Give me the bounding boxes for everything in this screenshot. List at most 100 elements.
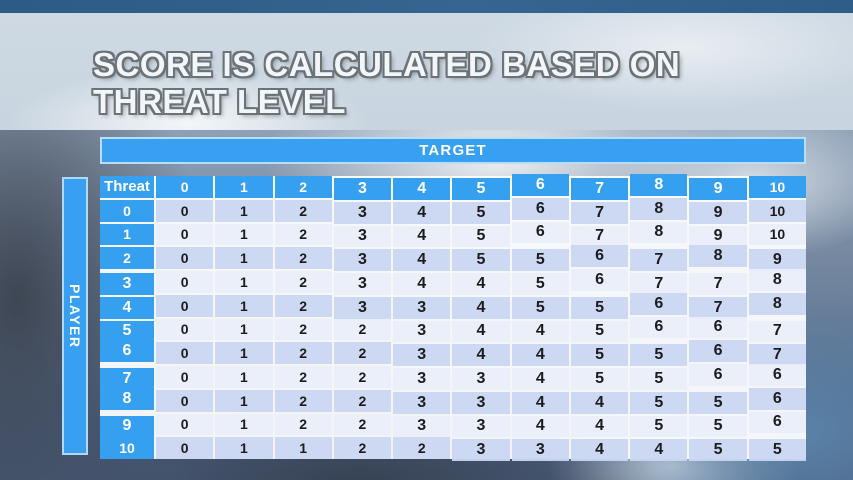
score-cell: 1 bbox=[215, 271, 273, 293]
score-cell: 9 bbox=[748, 249, 806, 271]
score-cell: 5 bbox=[452, 201, 510, 224]
score-cell: 4 bbox=[393, 201, 451, 224]
score-cell: 1 bbox=[215, 318, 273, 341]
score-cell: 3 bbox=[333, 296, 392, 319]
score-cell: 6 bbox=[511, 197, 569, 220]
score-cell: 2 bbox=[274, 318, 332, 341]
row-header: 0 bbox=[100, 199, 154, 222]
slide-title-line2: THREAT LEVEL bbox=[93, 83, 346, 120]
score-cell: 7 bbox=[689, 273, 747, 295]
row-header: 1 bbox=[100, 223, 154, 246]
score-cell: 4 bbox=[393, 273, 451, 295]
score-cell: 5 bbox=[630, 415, 688, 438]
score-cell: 2 bbox=[274, 389, 332, 412]
score-cell: 4 bbox=[630, 439, 688, 461]
score-cell: 0 bbox=[156, 437, 214, 459]
row-header: 6 bbox=[100, 340, 154, 362]
score-cell: 2 bbox=[333, 342, 392, 364]
score-cell: 2 bbox=[274, 366, 332, 388]
col-header: 3 bbox=[333, 178, 392, 200]
score-cell: 0 bbox=[156, 223, 214, 246]
score-cell: 3 bbox=[393, 344, 451, 366]
score-cell: 7 bbox=[748, 344, 806, 366]
score-cell: 5 bbox=[570, 344, 629, 366]
score-cell: 1 bbox=[215, 199, 273, 222]
score-cell: 3 bbox=[393, 368, 451, 390]
score-cell: 1 bbox=[215, 389, 273, 412]
score-cell: 7 bbox=[630, 273, 688, 295]
col-header: 1 bbox=[215, 176, 273, 198]
top-sky-strip bbox=[0, 0, 853, 13]
score-cell: 2 bbox=[274, 271, 332, 293]
score-cell: 0 bbox=[156, 342, 214, 364]
score-cell: 2 bbox=[274, 223, 332, 246]
col-header: 4 bbox=[393, 178, 451, 200]
score-cell: 8 bbox=[630, 221, 688, 244]
score-cell: 6 bbox=[689, 316, 747, 339]
row-header: 3 bbox=[100, 273, 154, 295]
score-cell: 1 bbox=[215, 223, 273, 246]
score-cell: 2 bbox=[333, 389, 392, 412]
score-cell: 0 bbox=[156, 247, 214, 269]
slide-title: SCORE IS CALCULATED BASED ON THREAT LEVE… bbox=[93, 46, 793, 120]
row-header: 7 bbox=[100, 368, 154, 390]
score-cell: 2 bbox=[274, 199, 332, 222]
corner-header: Threat bbox=[100, 176, 154, 198]
score-cell: 3 bbox=[452, 439, 510, 461]
score-cell: 8 bbox=[748, 269, 806, 291]
score-cell: 4 bbox=[452, 344, 510, 366]
score-cell: 0 bbox=[156, 389, 214, 412]
score-cell: 5 bbox=[630, 368, 688, 390]
slide-title-line1: SCORE IS CALCULATED BASED ON bbox=[93, 46, 681, 83]
score-cell: 6 bbox=[689, 364, 747, 386]
score-cell: 3 bbox=[393, 415, 451, 438]
score-cell: 7 bbox=[630, 249, 688, 271]
score-cell: 5 bbox=[511, 249, 569, 271]
score-cell: 2 bbox=[333, 413, 392, 436]
score-cell: 7 bbox=[748, 320, 806, 343]
score-cell: 0 bbox=[156, 199, 214, 222]
score-cell: 0 bbox=[156, 413, 214, 436]
score-cell: 1 bbox=[215, 342, 273, 364]
score-cell: 4 bbox=[511, 320, 569, 343]
score-cell: 3 bbox=[393, 320, 451, 343]
score-cell: 10 bbox=[748, 223, 806, 246]
score-cell: 8 bbox=[748, 292, 806, 315]
score-cell: 7 bbox=[689, 296, 747, 319]
score-cell: 0 bbox=[156, 294, 214, 317]
score-cell: 4 bbox=[452, 296, 510, 319]
score-cell: 0 bbox=[156, 366, 214, 388]
score-cell: 6 bbox=[748, 387, 806, 410]
score-cell: 3 bbox=[333, 273, 392, 295]
target-axis-label: TARGET bbox=[419, 142, 487, 159]
score-cell: 5 bbox=[570, 320, 629, 343]
score-cell: 4 bbox=[511, 415, 569, 438]
score-cell: 6 bbox=[511, 221, 569, 244]
col-header: 7 bbox=[570, 178, 629, 200]
row-header: 5 bbox=[100, 320, 154, 343]
score-cell: 4 bbox=[570, 415, 629, 438]
score-cell: 5 bbox=[511, 296, 569, 319]
score-cell: 10 bbox=[748, 199, 806, 222]
score-cell: 7 bbox=[570, 201, 629, 224]
score-cell: 1 bbox=[215, 294, 273, 317]
score-cell: 2 bbox=[393, 437, 451, 459]
score-cell: 6 bbox=[570, 269, 629, 291]
row-header: 2 bbox=[100, 247, 154, 269]
row-header: 9 bbox=[100, 415, 154, 438]
score-cell: 5 bbox=[570, 296, 629, 319]
score-cell: 3 bbox=[452, 368, 510, 390]
score-table: Threat 0 1 2 3 4 5 6 7 8 9 10 0 0 1 2 3 4 5 6 7 8 9 10 1 0 1 2 3 4 5 6 7… bbox=[100, 174, 806, 461]
score-cell: 2 bbox=[274, 342, 332, 364]
score-cell: 4 bbox=[570, 439, 629, 461]
row-header: 4 bbox=[100, 296, 154, 319]
score-cell: 5 bbox=[630, 344, 688, 366]
score-cell: 4 bbox=[511, 368, 569, 390]
score-cell: 3 bbox=[452, 391, 510, 414]
score-cell: 8 bbox=[689, 245, 747, 267]
score-cell: 1 bbox=[215, 413, 273, 436]
target-axis-bar: TARGET bbox=[100, 137, 806, 164]
score-cell: 7 bbox=[570, 225, 629, 248]
score-cell: 9 bbox=[689, 225, 747, 248]
